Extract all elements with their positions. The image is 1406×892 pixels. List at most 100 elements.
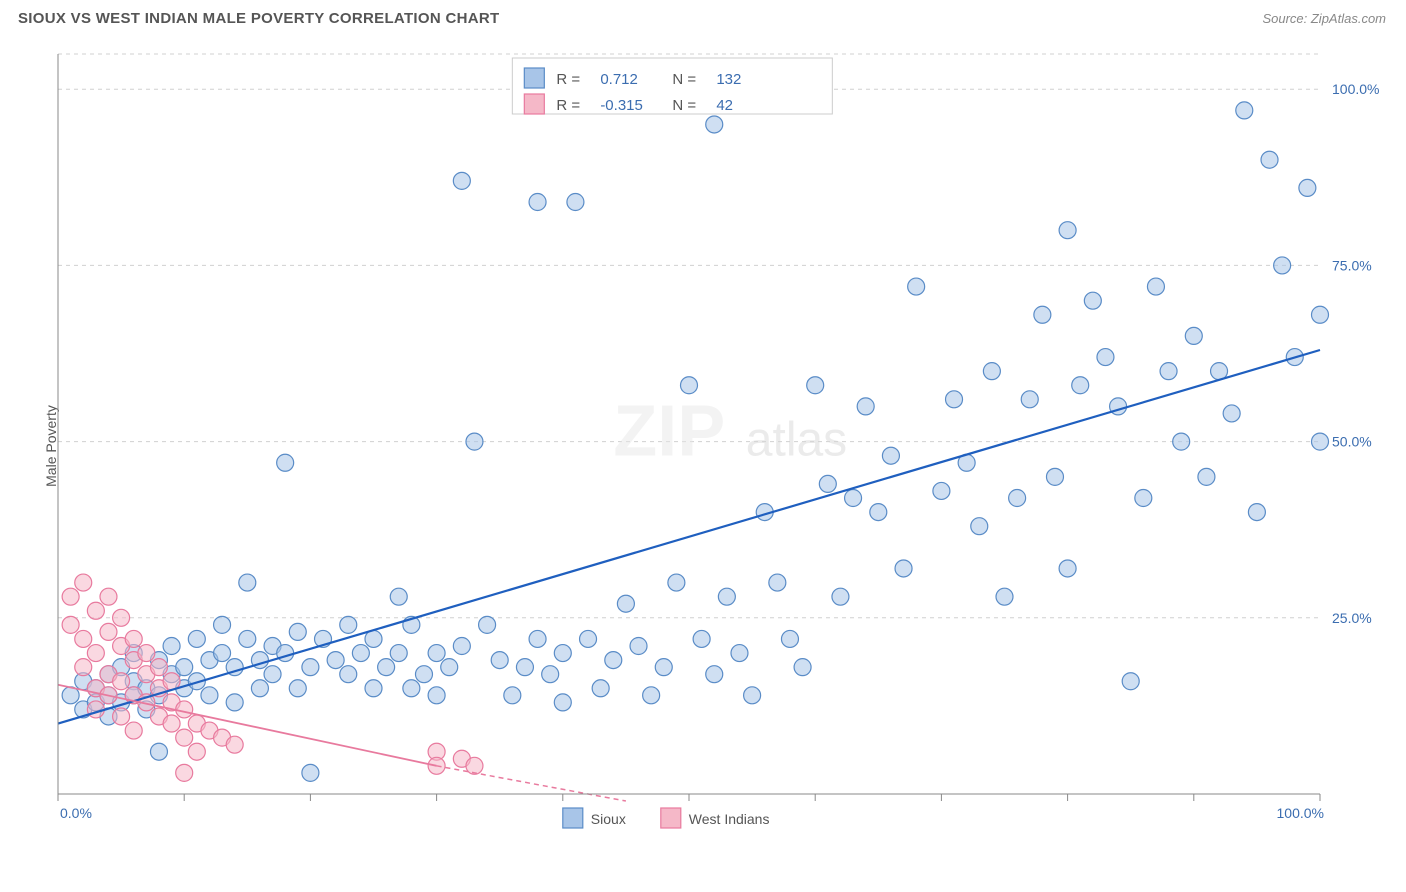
data-point — [630, 638, 647, 655]
trend-line-west-indians-extrapolated — [437, 766, 626, 801]
legend-r-value: 0.712 — [600, 71, 638, 88]
data-point — [125, 722, 142, 739]
y-tick-label: 75.0% — [1332, 257, 1372, 273]
data-point — [908, 278, 925, 295]
data-point — [428, 645, 445, 662]
data-point — [504, 687, 521, 704]
data-point — [150, 743, 167, 760]
data-point — [1236, 102, 1253, 119]
watermark-text: atlas — [746, 414, 847, 467]
watermark-icon: ZIP — [613, 392, 725, 472]
data-point — [403, 680, 420, 697]
data-point — [693, 630, 710, 647]
data-point — [706, 666, 723, 683]
data-point — [479, 616, 496, 633]
data-point — [567, 194, 584, 211]
data-point — [113, 708, 130, 725]
data-point — [176, 729, 193, 746]
data-point — [289, 623, 306, 640]
data-point — [731, 645, 748, 662]
data-point — [845, 490, 862, 507]
data-point — [378, 659, 395, 676]
data-point — [529, 630, 546, 647]
data-point — [554, 694, 571, 711]
data-point — [75, 630, 92, 647]
data-point — [176, 764, 193, 781]
data-point — [466, 433, 483, 450]
series-swatch — [661, 808, 681, 828]
data-point — [946, 391, 963, 408]
data-point — [125, 630, 142, 647]
data-point — [62, 588, 79, 605]
series-label: West Indians — [689, 811, 770, 827]
data-point — [428, 687, 445, 704]
data-point — [277, 454, 294, 471]
data-point — [819, 475, 836, 492]
data-point — [554, 645, 571, 662]
legend-n-value: 42 — [716, 97, 733, 114]
data-point — [781, 630, 798, 647]
data-point — [352, 645, 369, 662]
data-point — [870, 504, 887, 521]
data-point — [176, 701, 193, 718]
data-point — [289, 680, 306, 697]
data-point — [188, 743, 205, 760]
legend-r-label: R = — [556, 71, 580, 88]
data-point — [1198, 468, 1215, 485]
data-point — [1223, 405, 1240, 422]
data-point — [971, 518, 988, 535]
data-point — [87, 602, 104, 619]
data-point — [542, 666, 559, 683]
data-point — [857, 398, 874, 415]
data-point — [1173, 433, 1190, 450]
data-point — [617, 595, 634, 612]
y-tick-label: 25.0% — [1332, 610, 1372, 626]
data-point — [466, 757, 483, 774]
data-point — [163, 638, 180, 655]
data-point — [226, 736, 243, 753]
data-point — [592, 680, 609, 697]
data-point — [529, 194, 546, 211]
data-point — [365, 680, 382, 697]
data-point — [75, 659, 92, 676]
legend-n-label: N = — [672, 71, 696, 88]
data-point — [302, 659, 319, 676]
data-point — [1312, 306, 1329, 323]
data-point — [1299, 179, 1316, 196]
data-point — [807, 377, 824, 394]
data-point — [1135, 490, 1152, 507]
data-point — [933, 482, 950, 499]
data-point — [390, 588, 407, 605]
data-point — [327, 652, 344, 669]
data-point — [100, 623, 117, 640]
data-point — [832, 588, 849, 605]
data-point — [113, 673, 130, 690]
series-swatch — [563, 808, 583, 828]
scatter-chart: ZIPatlas0.0%100.0%25.0%50.0%75.0%100.0%R… — [50, 42, 1390, 842]
data-point — [264, 666, 281, 683]
data-point — [681, 377, 698, 394]
data-point — [1185, 327, 1202, 344]
data-point — [226, 694, 243, 711]
legend-n-label: N = — [672, 97, 696, 114]
data-point — [983, 363, 1000, 380]
data-point — [1147, 278, 1164, 295]
chart-header: SIOUX VS WEST INDIAN MALE POVERTY CORREL… — [0, 0, 1406, 35]
data-point — [163, 715, 180, 732]
data-point — [744, 687, 761, 704]
data-point — [340, 616, 357, 633]
data-point — [882, 447, 899, 464]
data-point — [491, 652, 508, 669]
chart-title: SIOUX VS WEST INDIAN MALE POVERTY CORREL… — [18, 10, 499, 27]
data-point — [75, 574, 92, 591]
x-tick-label: 100.0% — [1277, 805, 1324, 821]
data-point — [201, 687, 218, 704]
data-point — [1160, 363, 1177, 380]
data-point — [415, 666, 432, 683]
series-label: Sioux — [591, 811, 626, 827]
data-point — [895, 560, 912, 577]
data-point — [138, 645, 155, 662]
data-point — [1046, 468, 1063, 485]
data-point — [188, 630, 205, 647]
data-point — [113, 609, 130, 626]
